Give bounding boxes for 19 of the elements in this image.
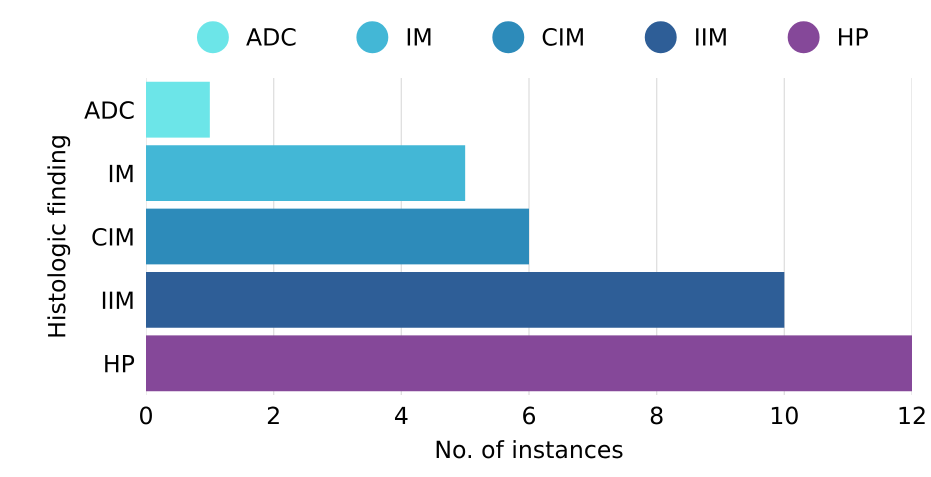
y-axis-title: Histologic finding (47, 136, 70, 337)
legend-label: IIM (696, 28, 726, 46)
x-axis-title: No. of instances (436, 440, 622, 458)
x-tick-label: 4 (394, 406, 408, 424)
y-tick-label: ADC (84, 101, 134, 120)
x-tick-label: 8 (650, 406, 663, 424)
y-tick-label: IIM (102, 292, 133, 309)
legend-label: CIM (542, 28, 583, 46)
x-tick-label: 6 (523, 406, 536, 424)
y-tick-label: CIM (92, 228, 133, 246)
legend-label: ADC (246, 28, 296, 46)
x-tick-label: 10 (772, 406, 798, 424)
legend-label: HP (839, 28, 868, 46)
y-tick-label: IM (110, 164, 133, 182)
legend-label: IM (408, 28, 430, 46)
x-tick-label: 12 (900, 406, 925, 424)
x-tick-label: 0 (140, 406, 152, 424)
x-tick-label: 2 (268, 406, 279, 424)
y-tick-label: HP (105, 355, 134, 372)
